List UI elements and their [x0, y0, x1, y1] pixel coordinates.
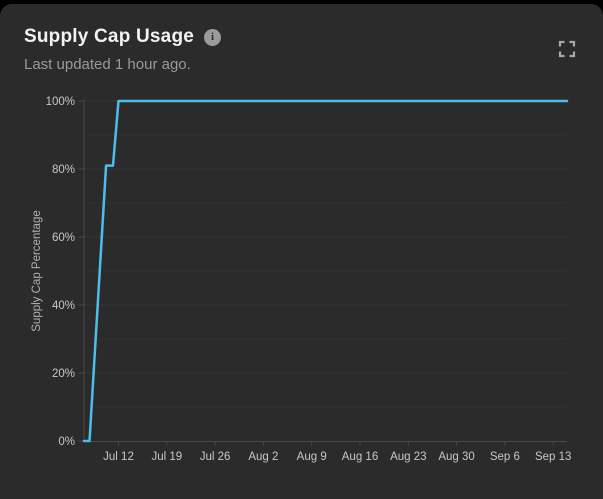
y-axis-title: Supply Cap Percentage: [31, 210, 43, 331]
y-tick-label: 0%: [58, 436, 75, 448]
page-title: Supply Cap Usage: [24, 26, 195, 47]
x-tick-label: Jul 26: [200, 451, 231, 463]
x-tick-label: Aug 2: [248, 451, 278, 463]
x-tick-label: Jul 19: [151, 451, 182, 463]
x-tick-label: Aug 30: [438, 451, 474, 463]
y-tick-label: 60%: [52, 232, 75, 244]
x-tick-label: Sep 6: [490, 451, 520, 463]
y-tick-label: 40%: [52, 300, 75, 312]
x-tick-label: Aug 16: [342, 451, 378, 463]
info-circle-icon[interactable]: i: [204, 28, 222, 46]
page: { "theme": { "page_bg": "#000000", "card…: [0, 4, 603, 499]
series-line-supply-cap[interactable]: [82, 99, 569, 443]
x-tick-label: Aug 9: [297, 451, 327, 463]
expand-fullscreen-icon[interactable]: [558, 40, 576, 58]
chart-header: Supply Cap Usage i Last updated 1 hour a…: [24, 26, 579, 73]
last-updated-text: Last updated 1 hour ago.: [24, 56, 191, 73]
x-tick-label: Aug 23: [390, 451, 426, 463]
title-row: Supply Cap Usage i: [24, 26, 579, 48]
x-tick-label: Jul 12: [103, 451, 134, 463]
supply-cap-card: Supply Cap Usage i Last updated 1 hour a…: [0, 4, 603, 499]
y-tick-label: 100%: [46, 96, 75, 108]
supply-cap-chart: 0% 20% 40% 60% 80% 100% Jul 12 Jul 19 Jul 26 Aug …: [31, 96, 571, 463]
y-tick-label: 80%: [52, 164, 75, 176]
x-tick-label: Sep 13: [535, 451, 571, 463]
y-tick-label: 20%: [52, 368, 75, 380]
expand-icon-glyph: [558, 40, 576, 58]
